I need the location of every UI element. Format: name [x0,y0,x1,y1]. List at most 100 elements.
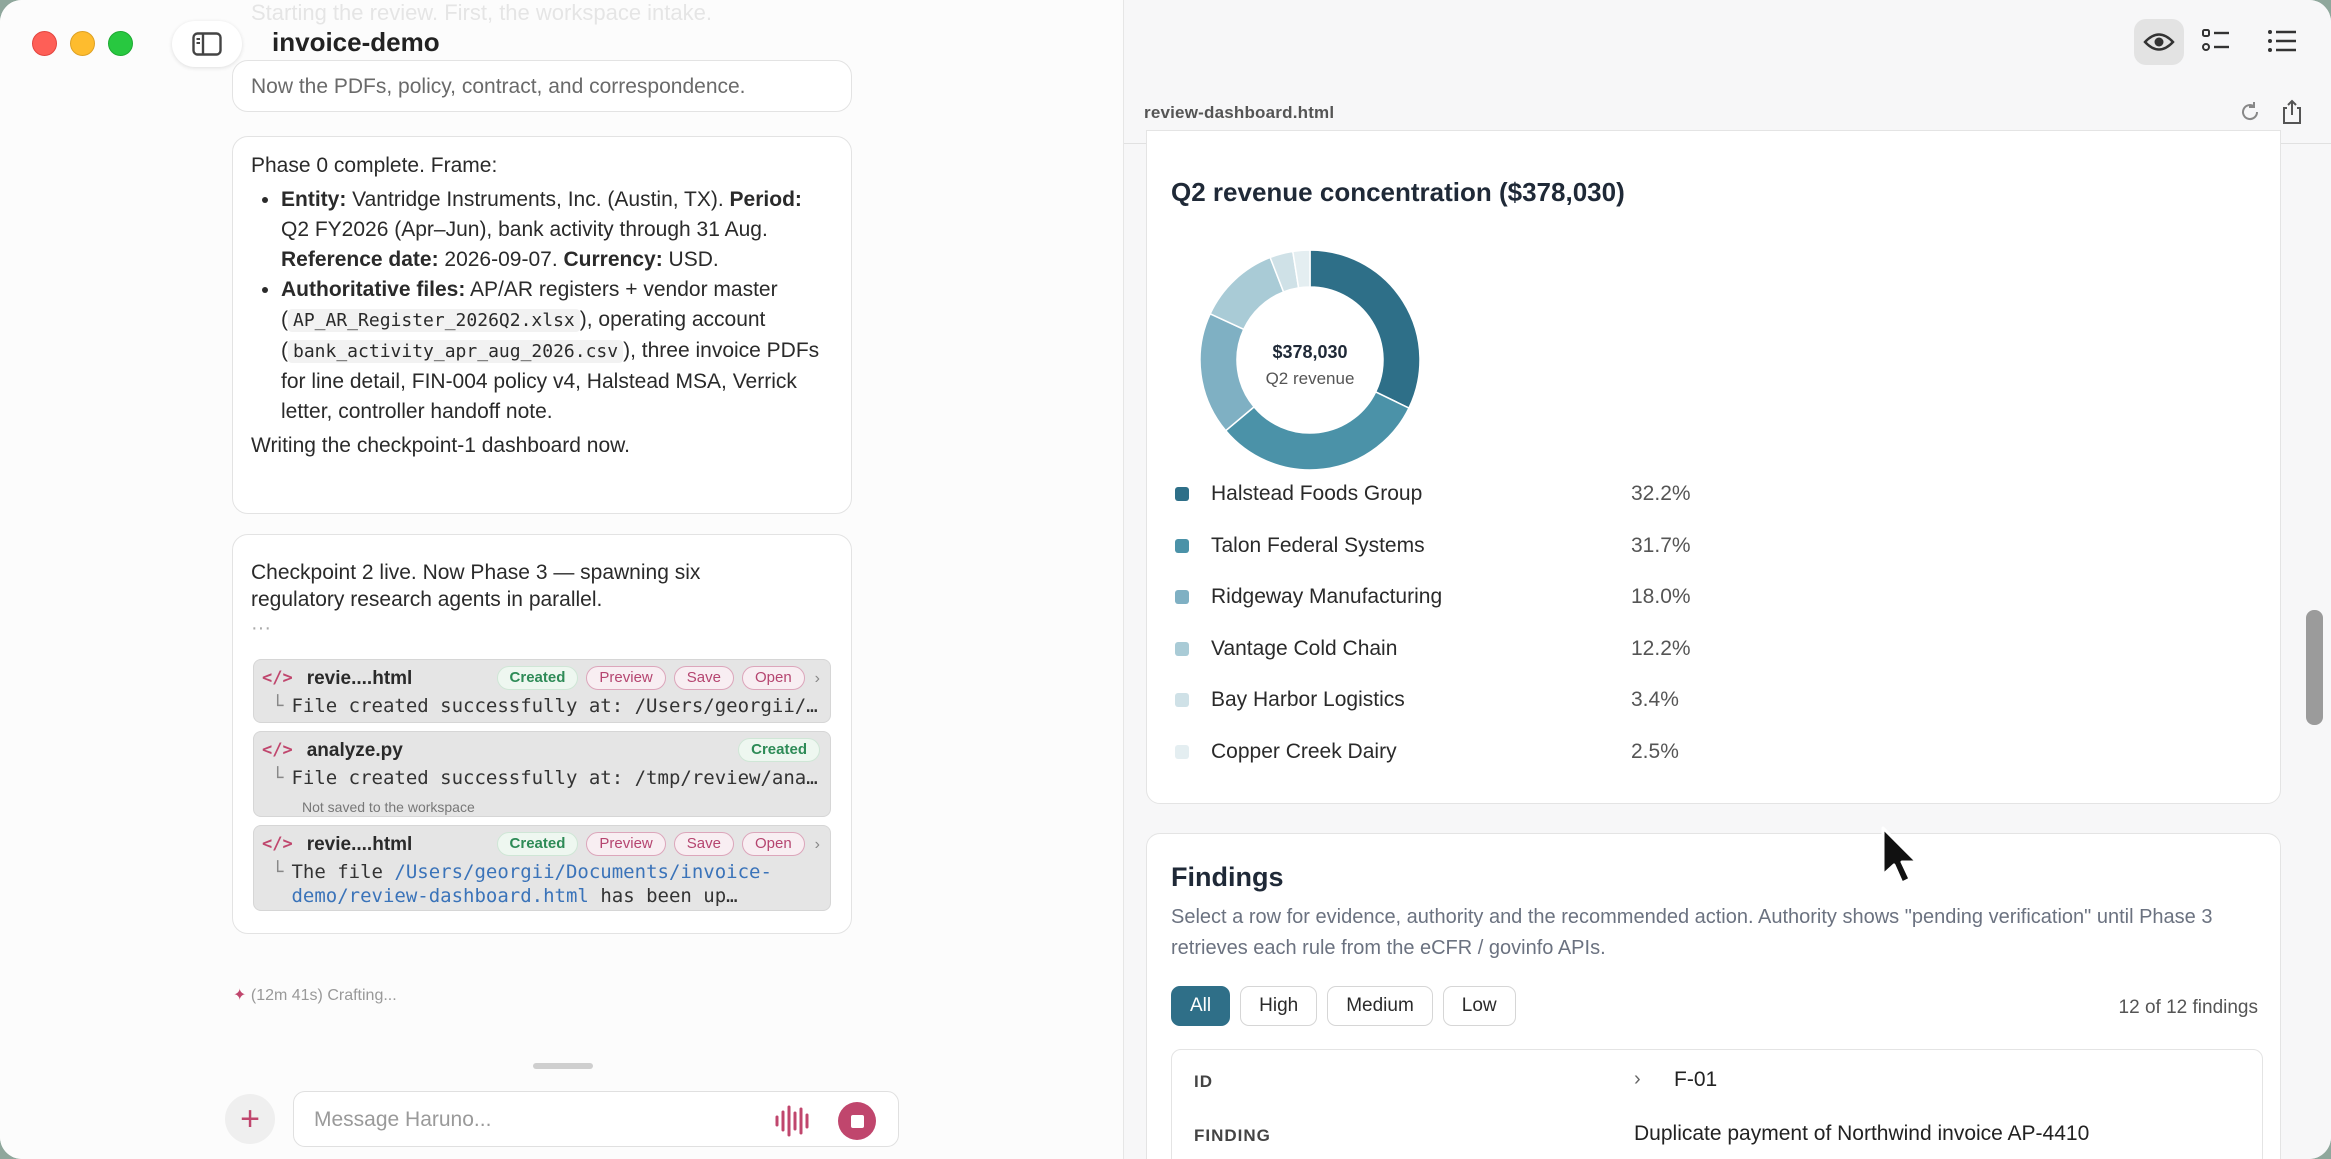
sidebar-icon [192,32,222,56]
sidebar-toggle-button[interactable] [172,21,242,67]
legend-item[interactable]: Vantage Cold Chain 12.2% [1175,636,1695,662]
chevron-right-icon[interactable]: › [814,835,820,853]
filter-all-button[interactable]: All [1171,986,1231,1026]
preview-button[interactable]: Preview [586,666,666,690]
finding-text[interactable]: Duplicate payment of Northwind invoice A… [1634,1122,2090,1145]
refresh-icon[interactable] [2239,101,2261,123]
filter-high-button[interactable]: High [1240,986,1318,1026]
donut-slice[interactable] [1199,312,1256,432]
legend-label: Bay Harbor Logistics [1211,688,1405,711]
legend-swatch [1175,590,1189,604]
donut-center-value: $378,030 [1272,342,1347,362]
severity-filters: All High Medium Low [1171,986,1516,1026]
tool-file-name: analyze.py [306,739,403,761]
tool-file-name: revie....html [306,667,413,689]
scrollbar-thumb[interactable] [2306,610,2323,725]
legend-item[interactable]: Halstead Foods Group 32.2% [1175,481,1695,507]
legend-item[interactable]: Bay Harbor Logistics 3.4% [1175,687,1695,713]
file-link[interactable]: /Users/georgii/Documents/invoice-demo/re… [291,861,772,907]
tree-corner-icon: └ [272,767,284,789]
tool-call-card[interactable]: </> revie....html Created Preview Save O… [253,825,831,911]
legend-swatch [1175,641,1189,656]
eye-icon [2143,33,2175,51]
message-text: Now the PDFs, policy, contract, and corr… [251,75,746,98]
legend-swatch [1175,487,1189,501]
stop-icon [850,1114,864,1128]
faded-message: Starting the review. First, the workspac… [251,0,712,25]
ellipsis: ··· [251,617,271,639]
code-icon: </> [262,739,293,760]
chat-message: Checkpoint 2 live. Now Phase 3 — spawnin… [232,534,852,934]
legend-item[interactable]: Ridgeway Manufacturing 18.0% [1175,584,1695,610]
legend-item[interactable]: Copper Creek Dairy 2.5% [1175,739,1695,765]
open-button[interactable]: Open [741,832,805,856]
chevron-right-icon[interactable]: › [814,669,820,687]
finding-id[interactable]: F-01 [1674,1068,1718,1091]
filter-low-button[interactable]: Low [1442,986,1516,1026]
preview-file-name: review-dashboard.html [1144,103,1335,122]
legend-percent: 3.4% [1631,688,1679,711]
preview-pane: review-dashboard.html Q2 revenue concent… [1124,0,2331,1159]
code-icon: </> [262,667,293,688]
voice-input-icon[interactable] [774,1104,814,1138]
legend-item[interactable]: Talon Federal Systems 31.7% [1175,533,1695,559]
legend-label: Vantage Cold Chain [1211,636,1398,660]
stop-button[interactable] [838,1102,876,1140]
add-attachment-button[interactable]: + [225,1094,275,1144]
chat-pane: Starting the review. First, the workspac… [0,0,1124,1159]
findings-title: Findings [1171,862,1284,892]
donut-slice[interactable] [1209,256,1285,331]
preview-button[interactable]: Preview [586,832,666,856]
minimize-window-button[interactable] [70,31,95,56]
tool-file-name: revie....html [306,833,413,855]
bullet-files: Authoritative files: AP/AR registers + v… [281,275,833,427]
tree-corner-icon: └ [272,695,284,717]
code-icon: </> [262,833,293,854]
legend-percent: 32.2% [1631,482,1691,505]
message-intro: Phase 0 complete. Frame: [251,154,498,177]
not-saved-note: Not saved to the workspace [302,799,475,815]
column-header-id: ID [1194,1072,1213,1091]
save-button[interactable]: Save [673,832,734,856]
tool-call-card[interactable]: </> analyze.py Created └ File created suc… [253,731,831,817]
concentration-card: Q2 revenue concentration ($378,030) $378… [1146,130,2281,804]
checklist-icon[interactable] [2201,27,2231,55]
save-button[interactable]: Save [673,666,734,690]
legend-percent: 31.7% [1631,533,1691,557]
created-badge: Created [496,666,579,690]
zoom-window-button[interactable] [108,31,133,56]
donut-slice[interactable] [1309,249,1421,410]
inline-code: bank_activity_apr_aug_2026.csv [288,340,624,363]
findings-table: ID › F-01 FINDING Duplicate payment of N… [1171,1049,2263,1159]
donut-slice[interactable] [1291,249,1311,289]
chat-message: Now the PDFs, policy, contract, and corr… [232,60,852,112]
legend-percent: 2.5% [1631,739,1679,763]
tool-output: File created successfully at: /tmp/revie… [291,767,818,789]
legend-label: Copper Creek Dairy [1211,739,1397,763]
mouse-pointer-icon [1881,826,1919,885]
app-title: invoice-demo [272,27,440,57]
created-badge: Created [738,738,820,762]
tool-output: File created successfully at: /Users/geo… [291,695,818,717]
legend-percent: 12.2% [1631,636,1691,660]
tool-call-card[interactable]: </> revie....html Created Preview Save O… [253,659,831,723]
chart-title: Q2 revenue concentration ($378,030) [1171,177,1625,207]
legend-label: Ridgeway Manufacturing [1211,585,1443,608]
open-button[interactable]: Open [741,666,805,690]
message-composer [293,1091,899,1147]
resize-handle[interactable] [533,1063,593,1069]
legend-label: Halstead Foods Group [1211,482,1423,505]
message-input[interactable] [312,1104,736,1136]
list-icon[interactable] [2267,28,2297,54]
preview-toggle-button[interactable] [2134,19,2184,65]
filter-medium-button[interactable]: Medium [1327,986,1433,1026]
donut-slice[interactable] [1224,390,1410,471]
share-icon[interactable] [2281,99,2303,125]
close-window-button[interactable] [32,31,57,56]
legend-label: Talon Federal Systems [1211,533,1425,557]
findings-card: Findings Select a row for evidence, auth… [1146,833,2281,1159]
chevron-right-icon[interactable]: › [1634,1068,1641,1090]
legend-swatch [1175,744,1189,759]
message-outro: Writing the checkpoint-1 dashboard now. [251,434,631,457]
